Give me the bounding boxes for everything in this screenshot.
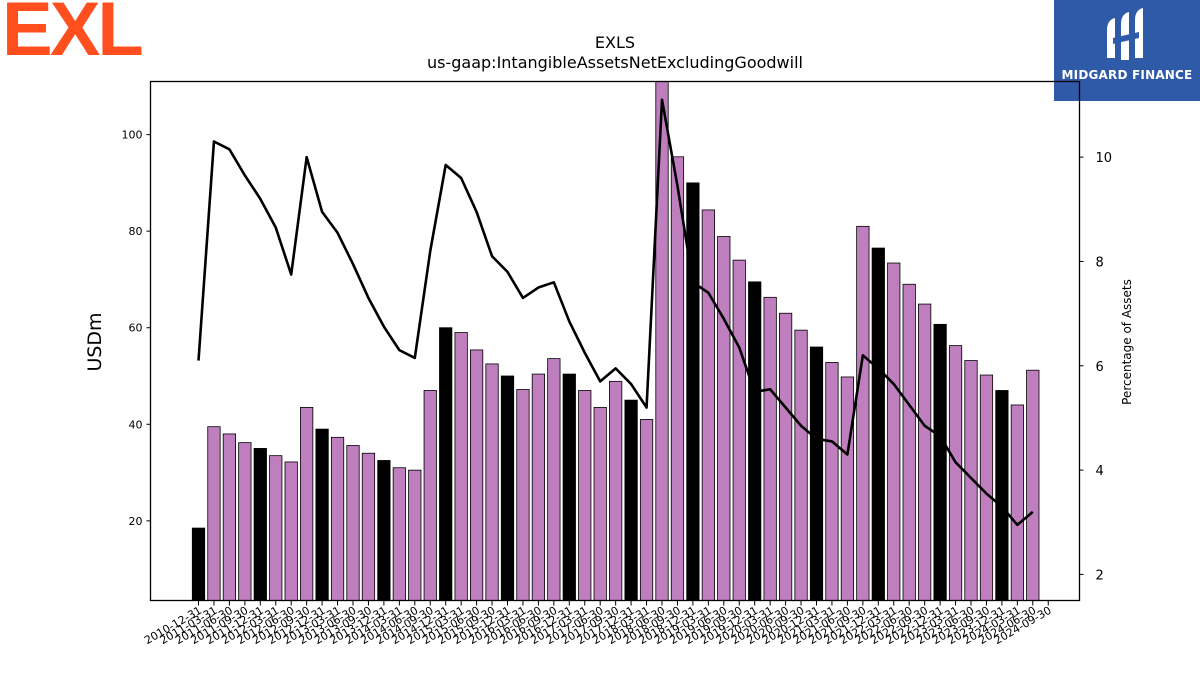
midgard-finance-wordmark: MIDGARD FINANCE — [1061, 68, 1193, 82]
bar — [454, 332, 468, 601]
y-tick-label: 40 — [129, 418, 143, 431]
exl-logo: EXL — [2, 0, 144, 72]
chart-title: EXLS — [595, 33, 635, 52]
bar — [207, 426, 221, 601]
y2-tick-label: 4 — [1096, 464, 1104, 479]
bar — [871, 247, 885, 601]
bar — [995, 390, 1009, 601]
bar — [284, 461, 298, 601]
bar — [809, 346, 824, 601]
bar — [330, 436, 345, 601]
bar — [840, 376, 855, 601]
bar — [624, 399, 638, 601]
plot-frame — [149, 80, 1081, 602]
bar — [346, 445, 360, 601]
bar — [748, 281, 762, 601]
bar — [469, 349, 484, 601]
bar — [686, 182, 700, 601]
bar — [902, 283, 916, 601]
bar — [392, 467, 406, 601]
bar — [500, 375, 515, 601]
bar — [578, 390, 592, 601]
bar — [763, 296, 777, 601]
midgard-finance-logo: MIDGARD FINANCE — [1054, 0, 1200, 101]
bar — [222, 433, 236, 601]
y-tick-label: 20 — [129, 515, 143, 528]
bar — [516, 389, 530, 601]
y-tick-label: 100 — [122, 129, 143, 142]
bar — [732, 259, 746, 601]
bar — [918, 303, 932, 601]
bar — [377, 460, 391, 601]
bar — [191, 527, 206, 601]
bar — [439, 327, 453, 601]
axes: 204060801002468102010-12-312011-03-31201… — [122, 129, 1113, 647]
bar — [485, 363, 499, 601]
bar — [300, 406, 314, 601]
bar — [670, 156, 685, 601]
bar — [794, 329, 808, 601]
bar — [609, 380, 623, 601]
bar — [238, 442, 252, 601]
y2-tick-label: 10 — [1096, 151, 1113, 166]
midgard-emblem-icon — [1107, 8, 1143, 60]
bar — [639, 419, 654, 601]
bar — [361, 452, 376, 601]
bar — [825, 362, 839, 601]
y2-axis-label: Percentage of Assets — [1120, 279, 1134, 405]
bar — [562, 373, 576, 601]
line-series — [197, 98, 1034, 527]
bar — [315, 428, 329, 601]
y-tick-label: 60 — [129, 322, 143, 335]
bar — [423, 390, 437, 601]
bar — [717, 236, 731, 601]
bar — [948, 345, 963, 601]
bar — [1026, 369, 1040, 601]
y2-tick-label: 8 — [1096, 255, 1104, 270]
y2-tick-label: 2 — [1096, 568, 1104, 583]
bar — [269, 455, 283, 601]
bar — [887, 262, 901, 601]
bar-series — [191, 81, 1040, 601]
bar — [655, 81, 669, 601]
bar — [253, 448, 267, 601]
bar — [531, 373, 546, 601]
bar — [779, 312, 793, 601]
bar — [1010, 404, 1024, 601]
line-path — [197, 98, 1034, 527]
bar — [547, 358, 561, 601]
y-tick-label: 80 — [129, 225, 143, 238]
chart-subtitle: us-gaap:IntangibleAssetsNetExcludingGood… — [427, 53, 803, 72]
bar — [856, 225, 870, 601]
bar — [408, 469, 422, 601]
y2-tick-label: 6 — [1096, 360, 1104, 375]
bar — [593, 406, 607, 601]
bar — [701, 209, 715, 601]
bar — [933, 323, 947, 601]
y-axis-label: USDm — [84, 312, 106, 371]
